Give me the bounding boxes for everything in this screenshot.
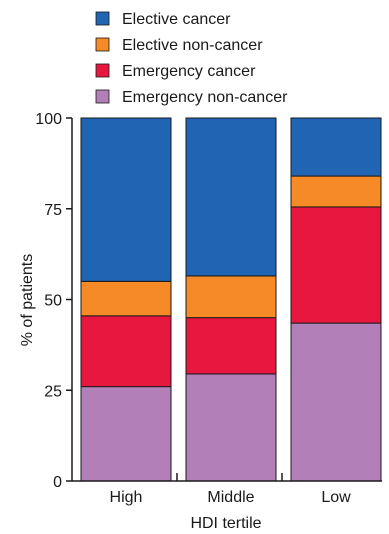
legend-label-emergency-cancer: Emergency cancer <box>122 63 256 80</box>
bar-middle-elective-cancer <box>185 117 277 277</box>
bar-middle-elective-non-cancer <box>185 275 277 319</box>
x-axis-label: HDI tertile <box>190 515 261 532</box>
legend-swatch-elective-non-cancer <box>95 37 110 52</box>
bar-high-emergency-cancer <box>80 315 172 388</box>
legend: Elective cancer Elective non-cancer Emerge… <box>95 11 288 106</box>
bar-high-emergency-non-cancer <box>80 386 172 482</box>
legend-swatch-emergency-cancer <box>95 63 110 78</box>
bar-low-emergency-non-cancer <box>290 322 382 482</box>
y-axis-label: % of patients <box>19 254 36 347</box>
bar-low-elective-cancer <box>290 117 382 177</box>
plot-area <box>80 117 382 482</box>
legend-label-elective-cancer: Elective cancer <box>122 11 231 28</box>
bar-low-emergency-cancer <box>290 206 382 324</box>
y-tick-label-25: 25 <box>44 383 62 400</box>
bar-low-elective-non-cancer <box>290 175 382 208</box>
bar-high-elective-non-cancer <box>80 280 172 317</box>
bar-middle-emergency-cancer <box>185 317 277 375</box>
bar-middle-emergency-non-cancer <box>185 373 277 482</box>
legend-swatch-elective-cancer <box>95 11 110 26</box>
x-tick-label-middle: Middle <box>207 489 254 506</box>
x-tick-label-low: Low <box>321 489 351 506</box>
x-tick-label-high: High <box>110 489 143 506</box>
axes: 0 25 50 75 100 High Middle Low <box>35 111 382 506</box>
y-tick-label-75: 75 <box>44 202 62 219</box>
y-tick-label-50: 50 <box>44 293 62 310</box>
y-tick-label-100: 100 <box>35 111 62 128</box>
legend-swatch-emergency-non-cancer <box>95 89 110 104</box>
legend-label-emergency-non-cancer: Emergency non-cancer <box>122 89 288 106</box>
legend-label-elective-non-cancer: Elective non-cancer <box>122 37 263 54</box>
bar-high-elective-cancer <box>80 117 172 282</box>
y-tick-label-0: 0 <box>53 474 62 491</box>
